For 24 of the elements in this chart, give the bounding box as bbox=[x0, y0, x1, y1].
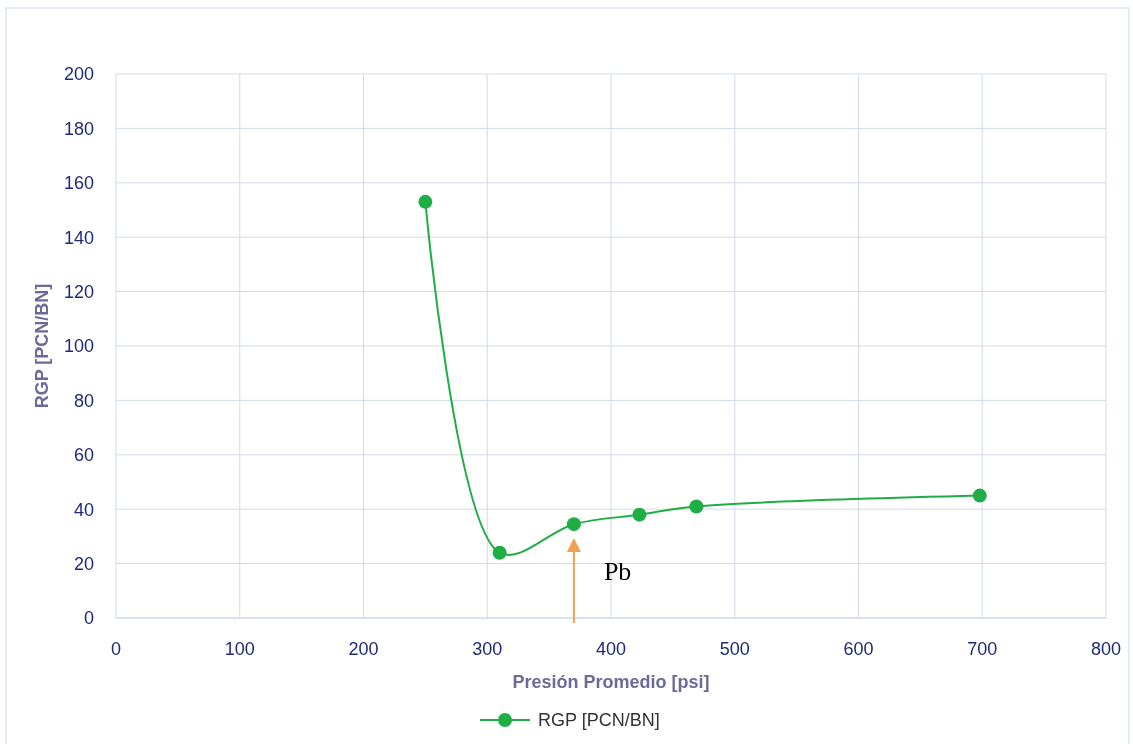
ref-line-label: Pb bbox=[603, 557, 632, 586]
x-tick-label: 600 bbox=[843, 639, 874, 659]
y-tick-label: 20 bbox=[73, 553, 94, 574]
y-tick-label: 100 bbox=[63, 336, 94, 357]
x-tick-label: 200 bbox=[348, 639, 379, 659]
x-tick-label: 100 bbox=[224, 639, 255, 659]
x-axis-title: Presión Promedio [psi] bbox=[512, 672, 710, 692]
x-tick-label: 500 bbox=[719, 639, 750, 659]
y-axis-title: RGP [PCN/BN] bbox=[32, 283, 52, 409]
y-tick-label: 40 bbox=[73, 499, 94, 520]
y-tick-label: 80 bbox=[73, 390, 94, 411]
x-tick-label: 300 bbox=[472, 639, 503, 659]
x-tick-label: 0 bbox=[110, 639, 122, 659]
x-tick-label: 700 bbox=[967, 639, 998, 659]
y-tick-label: 0 bbox=[83, 608, 94, 629]
y-tick-label: 180 bbox=[63, 118, 94, 139]
y-tick-label: 200 bbox=[63, 64, 94, 85]
y-tick-label: 160 bbox=[63, 173, 94, 194]
y-tick-label: 60 bbox=[73, 445, 94, 466]
x-tick-label: 400 bbox=[595, 639, 627, 659]
y-tick-label: 120 bbox=[63, 281, 94, 302]
y-tick-label: 140 bbox=[63, 227, 94, 248]
legend-label: RGP [PCN/BN] bbox=[538, 710, 660, 731]
x-tick-label: 800 bbox=[1090, 639, 1122, 659]
